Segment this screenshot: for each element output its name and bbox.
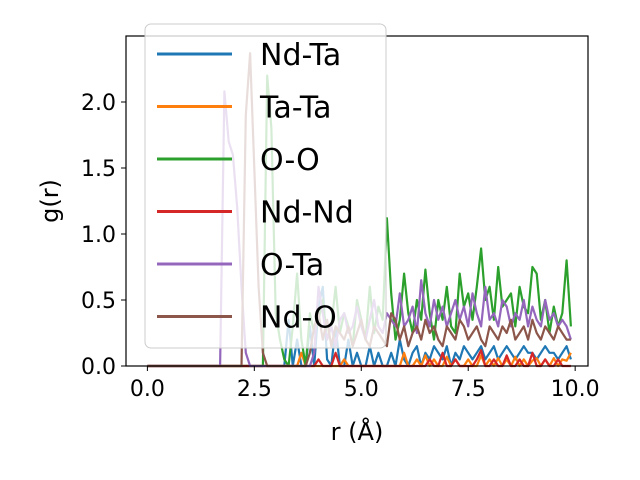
- legend-label: O-O: [260, 143, 320, 178]
- y-tick-label: 1.0: [81, 223, 116, 248]
- legend: Nd-Ta Ta-Ta O-O Nd-Nd O-Ta Nd-O: [144, 23, 387, 349]
- x-tick-label: 7.5: [451, 377, 486, 402]
- legend-label: O-Ta: [260, 248, 324, 283]
- legend-label: Nd-O: [260, 301, 337, 336]
- x-axis-label: r (Å): [331, 417, 384, 446]
- x-axis-ticks: 0.0 2.5 5.0 7.5 10.0: [130, 366, 600, 402]
- legend-label: Ta-Ta: [259, 91, 332, 126]
- legend-label: Nd-Ta: [260, 38, 341, 73]
- legend-entry-nd-o: Nd-O: [157, 301, 337, 336]
- legend-entry-o-ta: O-Ta: [157, 248, 324, 283]
- legend-entry-nd-ta: Nd-Ta: [157, 38, 341, 73]
- x-tick-label: 0.0: [130, 377, 165, 402]
- x-tick-label: 10.0: [551, 377, 600, 402]
- x-tick-label: 5.0: [344, 377, 379, 402]
- y-tick-label: 2.0: [81, 91, 116, 116]
- y-tick-label: 0.5: [81, 289, 116, 314]
- y-tick-label: 1.5: [81, 157, 116, 182]
- y-axis-label: g(r): [36, 179, 64, 223]
- y-axis-ticks: 0.0 0.5 1.0 1.5 2.0: [81, 91, 126, 380]
- legend-entry-nd-nd: Nd-Nd: [157, 196, 354, 231]
- x-tick-label: 2.5: [237, 377, 272, 402]
- y-tick-label: 0.0: [81, 355, 116, 380]
- legend-label: Nd-Nd: [260, 196, 354, 231]
- legend-entry-ta-ta: Ta-Ta: [157, 91, 332, 126]
- legend-entry-o-o: O-O: [157, 143, 320, 178]
